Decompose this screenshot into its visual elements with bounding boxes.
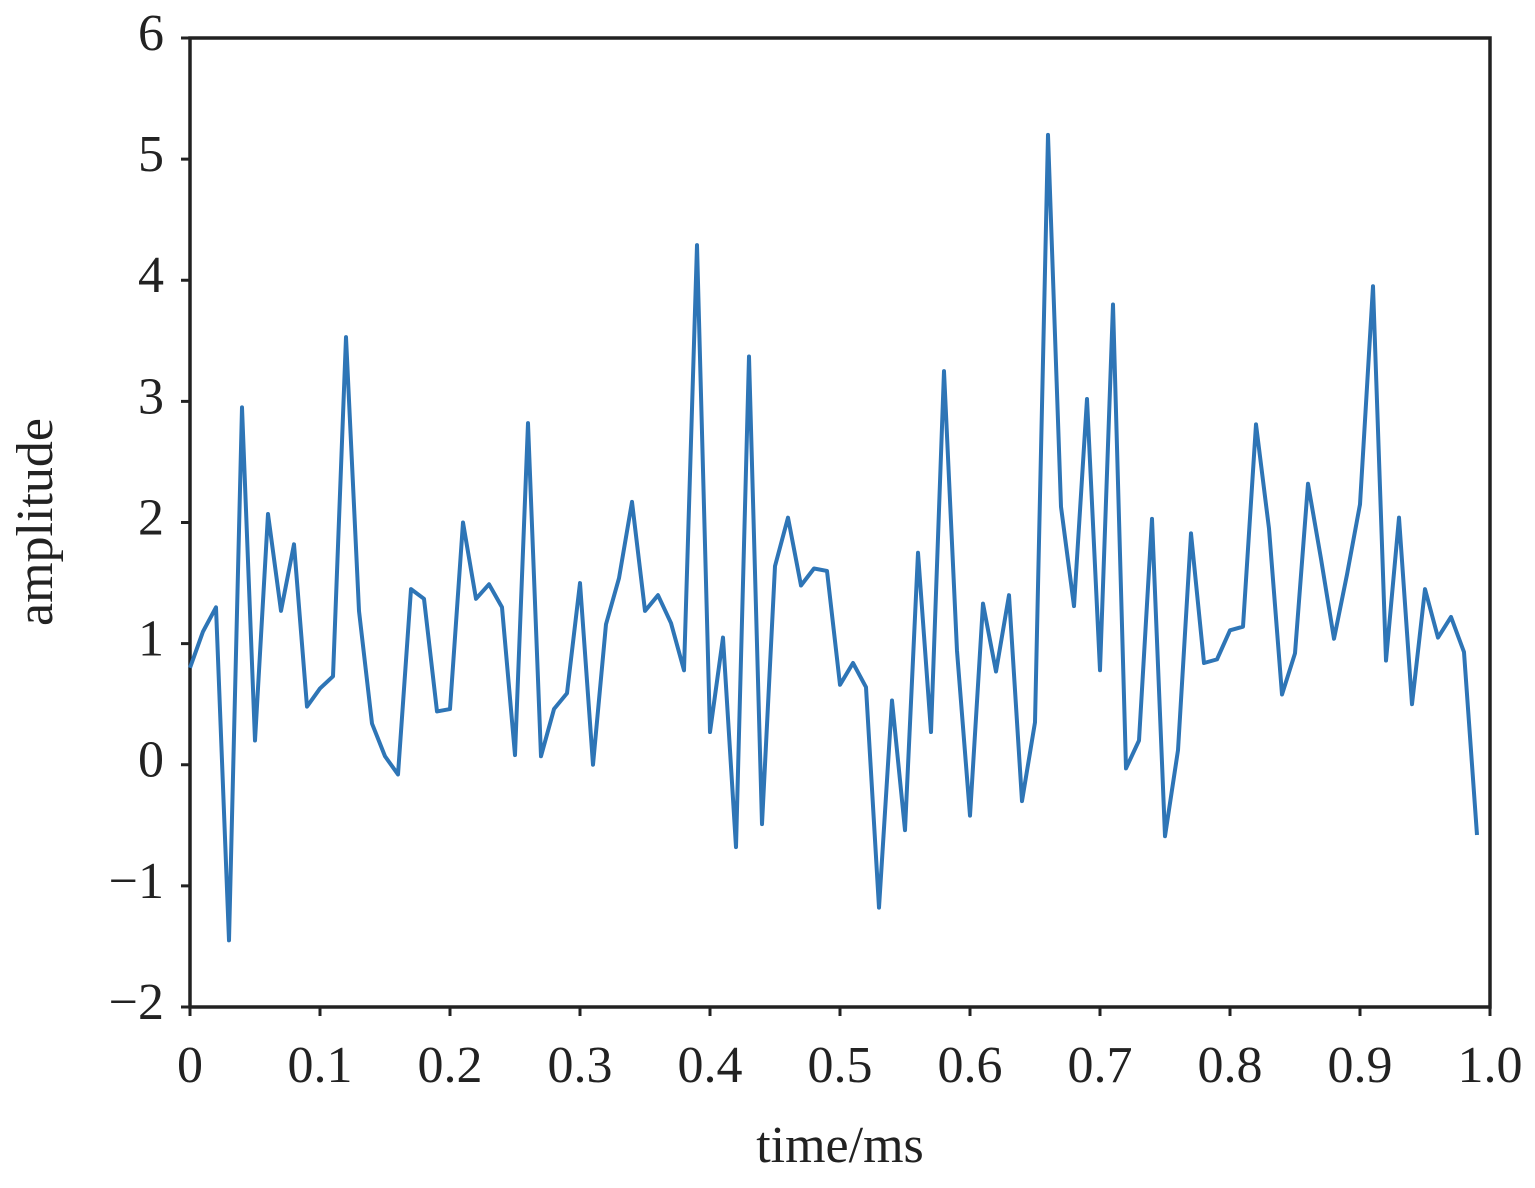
y-tick-label: 5 xyxy=(138,126,164,183)
x-tick-label: 1.0 xyxy=(1458,1037,1523,1094)
x-tick-label: 0.4 xyxy=(678,1037,743,1094)
x-tick-label: 0.5 xyxy=(808,1037,873,1094)
x-tick-label: 0 xyxy=(177,1037,203,1094)
y-tick-label: 2 xyxy=(138,489,164,546)
plot-frame xyxy=(188,36,1492,1009)
y-tick-label: 0 xyxy=(138,732,164,789)
x-tick-label: 0.9 xyxy=(1328,1037,1393,1094)
x-tick-label: 0.6 xyxy=(938,1037,1003,1094)
y-tick-label: 4 xyxy=(138,247,164,304)
x-tick-label: 0.1 xyxy=(288,1037,353,1094)
x-tick-label: 0.2 xyxy=(418,1037,483,1094)
y-tick-label: −2 xyxy=(109,974,164,1031)
x-axis-label: time/ms xyxy=(756,1117,924,1174)
y-tick-label: 1 xyxy=(138,611,164,668)
x-tick-label: 0.7 xyxy=(1068,1037,1133,1094)
x-tick-label: 0.8 xyxy=(1198,1037,1263,1094)
y-tick-label: 6 xyxy=(138,5,164,62)
data-line xyxy=(188,132,1479,943)
x-tick-label: 0.3 xyxy=(548,1037,613,1094)
y-tick-label: 3 xyxy=(138,368,164,425)
y-axis-label: amplitude xyxy=(7,418,64,626)
y-tick-label: −1 xyxy=(109,853,164,910)
